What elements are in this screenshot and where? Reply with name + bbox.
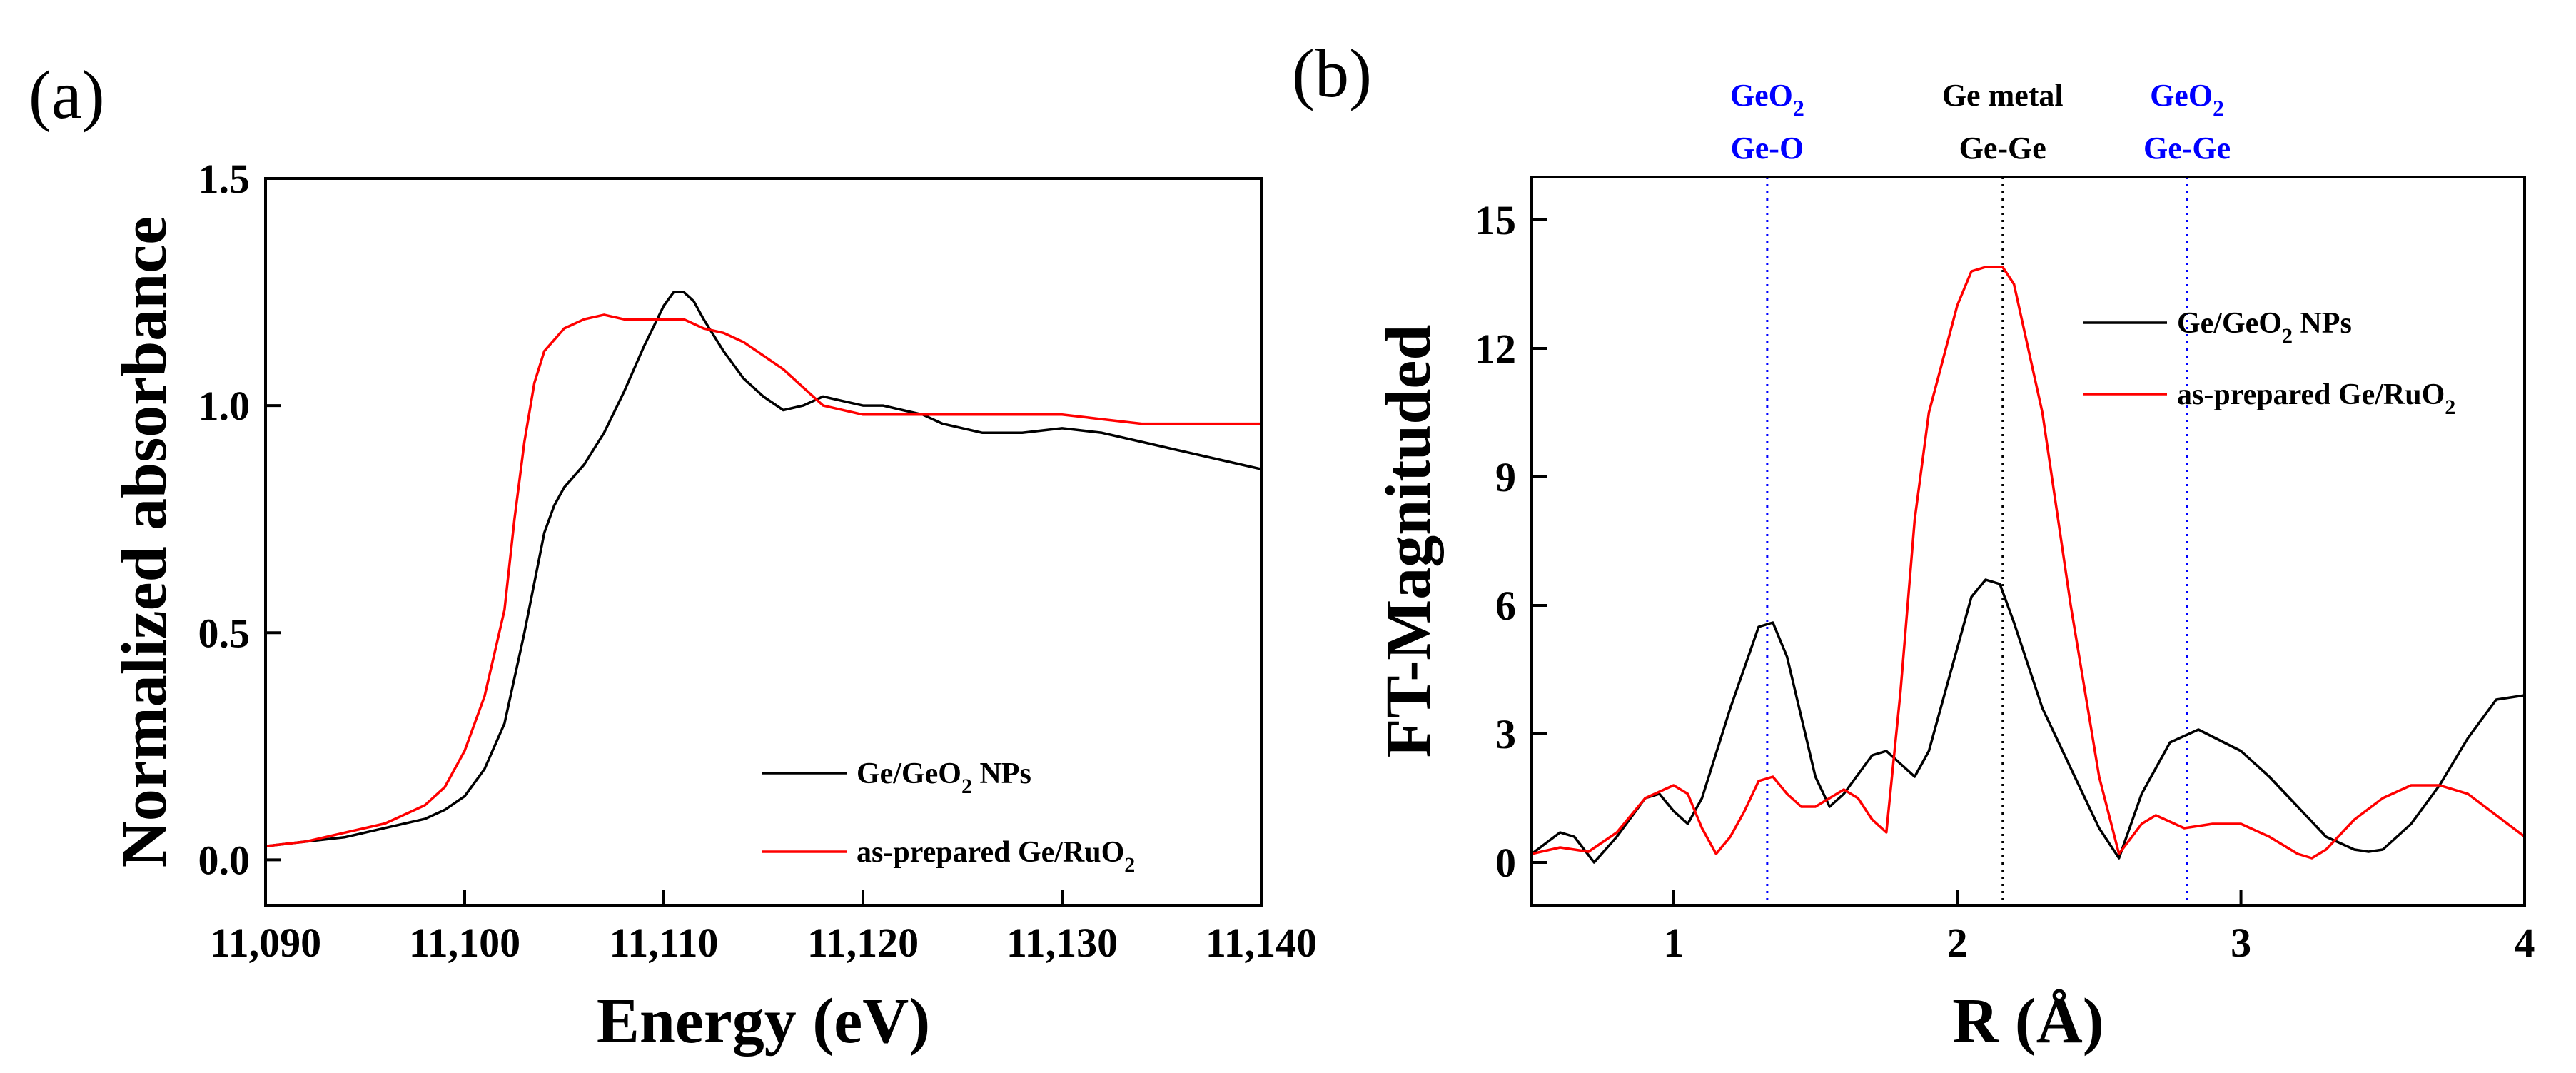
x-tick-label: 11,110 [609,920,718,966]
legend: Ge/GeO2 NPs as-prepared Ge/RuO2 [762,757,1135,877]
series-line-ge-geo2-nps [266,291,1261,848]
y-tick-label: 0.0 [198,837,251,883]
y-tick-label: 6 [1495,583,1516,629]
y-axis-title: Normalized absorbance [109,216,180,867]
panel-letter: (b) [1292,35,1372,111]
x-tick-label: 11,130 [1006,920,1118,966]
legend-label: Ge/GeO2 NPs [857,757,1031,798]
x-tick-label: 2 [1947,920,1968,966]
reference-label-top: Ge metal [1942,78,2064,113]
y-tick-label: 1.5 [198,156,251,202]
series-line-as-prepared-ge-ruo2 [266,313,1261,848]
reference-label-bottom: Ge-O [1731,131,1804,166]
y-tick-label: 0 [1495,840,1516,886]
y-tick-label: 9 [1495,454,1516,500]
x-tick-label: 4 [2515,920,2535,966]
chart-panel-a: (a) 11,090 11,100 11,110 11,120 11,130 11,140 0… [29,56,1317,1057]
x-axis-title: R (Å) [1952,986,2103,1057]
plot-frame [264,177,1263,907]
series-line-ge-geo2-nps [1532,578,2525,864]
x-tick-label: 11,120 [807,920,919,966]
legend: Ge/GeO2 NPs as-prepared Ge/RuO2 [2083,307,2455,419]
reference-label-bottom: Ge-Ge [2143,131,2231,166]
reference-label-bottom: Ge-Ge [1959,131,2046,166]
reference-label-top: GeO2 [1730,78,1804,121]
legend-label: Ge/GeO2 NPs [2177,307,2352,348]
x-tick-label: 11,090 [210,920,321,966]
y-tick-label: 1.0 [198,383,251,429]
panel-letter: (a) [29,56,105,133]
x-tick-label: 11,100 [409,920,520,966]
y-tick-label: 12 [1475,326,1516,372]
legend-label: as-prepared Ge/RuO2 [2177,378,2455,419]
x-tick-label: 11,140 [1206,920,1317,966]
y-tick-label: 3 [1495,711,1516,757]
series-line-as-prepared-ge-ruo2 [1532,266,2525,860]
x-tick-label: 3 [2231,920,2251,966]
reference-label-top: GeO2 [2150,78,2224,121]
plot-frame [1530,176,2526,907]
y-tick-label: 0.5 [198,610,251,656]
x-axis-title: Energy (eV) [597,986,930,1057]
x-tick-label: 1 [1663,920,1684,966]
y-tick-label: 15 [1475,197,1516,243]
legend-label: as-prepared Ge/RuO2 [857,836,1135,877]
y-axis-title: FT-Magnituded [1373,325,1444,758]
